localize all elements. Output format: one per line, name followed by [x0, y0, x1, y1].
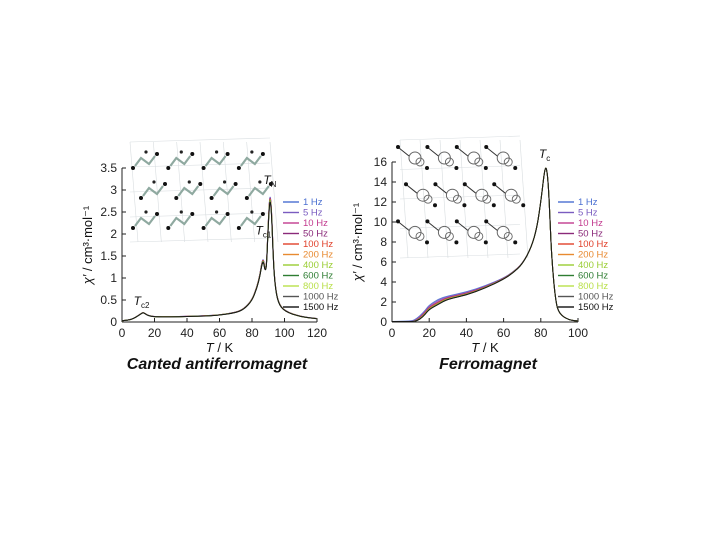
y-tick-label: 2.5 — [100, 205, 117, 219]
legend-entry: 1000 Hz — [303, 292, 339, 303]
crystal-structure-inset-right — [396, 135, 529, 259]
x-tick-label: 100 — [274, 326, 294, 340]
y-tick-label: 8 — [380, 235, 387, 249]
y-tick-label: 2 — [380, 295, 387, 309]
legend-entry: 800 Hz — [578, 281, 608, 292]
series-line — [121, 198, 318, 322]
series-line — [121, 201, 318, 322]
series-line — [121, 200, 318, 322]
x-tick-label: 20 — [148, 326, 162, 340]
legend-entry: 100 Hz — [578, 239, 608, 250]
x-tick-label: 60 — [497, 326, 511, 340]
annotation-c: Tc — [539, 147, 550, 163]
x-tick-label: 120 — [307, 326, 327, 340]
y-tick-label: 1 — [110, 271, 117, 285]
legend-entry: 600 Hz — [303, 271, 333, 282]
y-tick-label: 10 — [374, 215, 388, 229]
x-tick-label: 60 — [213, 326, 227, 340]
legend-entry: 600 Hz — [578, 271, 608, 282]
legend-entry: 200 Hz — [578, 250, 608, 261]
legend-entry: 1500 Hz — [303, 302, 339, 313]
y-tick-label: 4 — [380, 275, 387, 289]
legend-entry: 10 Hz — [303, 218, 328, 229]
legend-entry: 100 Hz — [303, 239, 333, 250]
chart-ferromagnet: 0 20 40 60 80 100 0 2 4 6 8 10 12 14 16 T / K χ′ / cm³·m… — [350, 135, 614, 373]
caption-left: Canted antiferromagnet — [127, 356, 308, 373]
crystal-structure-inset-left — [129, 137, 279, 243]
legend-entry: 1500 Hz — [578, 302, 614, 313]
legend-entry: 50 Hz — [303, 229, 328, 240]
x-tick-label: 0 — [119, 326, 126, 340]
x-tick-label: 80 — [245, 326, 259, 340]
y-tick-label: 1.5 — [100, 249, 117, 263]
y-tick-label: 14 — [374, 175, 388, 189]
series-line — [392, 167, 579, 322]
y-tick-label: 12 — [374, 195, 388, 209]
legend-entry: 400 Hz — [578, 260, 608, 271]
y-tick-label: 16 — [374, 155, 388, 169]
series-line — [392, 167, 579, 322]
y-axis-label: χ′ / cm³·mol⁻¹ — [80, 205, 95, 285]
y-tick-label: 0 — [110, 315, 117, 329]
legend-entry: 200 Hz — [303, 250, 333, 261]
annotation-c1: Tc1 — [255, 224, 271, 240]
series-line — [392, 167, 579, 322]
series-line — [392, 167, 579, 322]
series-line — [392, 167, 579, 322]
caption-right: Ferromagnet — [439, 356, 537, 373]
chart-canted-antiferromagnet: 0 20 40 60 80 100 120 0 0.5 1 1.5 2 2.5 3 3.5 T / K χ′ /… — [80, 137, 339, 373]
legend-entry: 1 Hz — [578, 197, 598, 208]
y-tick-label: 6 — [380, 255, 387, 269]
x-tick-label: 0 — [389, 326, 396, 340]
x-axis-label: T / K — [206, 340, 234, 355]
legend-entry: 400 Hz — [303, 260, 333, 271]
legend-entry: 800 Hz — [303, 281, 333, 292]
series-line — [391, 167, 579, 322]
series-line — [121, 196, 318, 322]
series-line — [121, 199, 318, 322]
series-line — [392, 167, 579, 322]
x-axis-label: T / K — [471, 340, 499, 355]
y-axis-label: χ′ / cm³·mol⁻¹ — [350, 202, 365, 282]
y-tick-label: 0.5 — [100, 293, 117, 307]
x-tick-label: 40 — [180, 326, 194, 340]
legend-entry: 10 Hz — [578, 218, 603, 229]
y-tick-label: 3.5 — [100, 161, 117, 175]
x-tick-label: 40 — [460, 326, 474, 340]
y-tick-label: 3 — [110, 183, 117, 197]
legend-entry: 5 Hz — [303, 208, 323, 219]
legend-entry: 5 Hz — [578, 208, 598, 219]
series-line — [392, 167, 579, 322]
x-tick-label: 20 — [423, 326, 437, 340]
series-line — [392, 167, 579, 322]
x-tick-label: 100 — [568, 326, 588, 340]
series-line — [121, 199, 318, 322]
series-line — [392, 167, 579, 322]
series-line — [392, 167, 579, 322]
y-tick-label: 0 — [380, 315, 387, 329]
series-line — [121, 200, 318, 322]
legend-entry: 1000 Hz — [578, 292, 614, 303]
legend-entry: 50 Hz — [578, 229, 603, 240]
annotation-c2: Tc2 — [134, 294, 150, 310]
y-tick-label: 2 — [110, 227, 117, 241]
series-line — [121, 198, 318, 322]
legend-entry: 1 Hz — [303, 197, 323, 208]
x-tick-label: 80 — [534, 326, 548, 340]
annotation-N: TN — [263, 173, 276, 189]
